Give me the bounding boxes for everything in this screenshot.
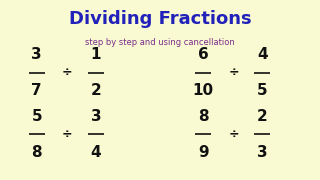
Text: 3: 3: [91, 109, 101, 124]
Text: 4: 4: [257, 47, 268, 62]
Text: step by step and using cancellation: step by step and using cancellation: [85, 38, 235, 47]
Text: 1: 1: [91, 47, 101, 62]
Text: 6: 6: [198, 47, 209, 62]
Text: 10: 10: [193, 83, 214, 98]
Text: 3: 3: [257, 145, 268, 160]
Text: ÷: ÷: [228, 128, 239, 141]
Text: 2: 2: [91, 83, 101, 98]
Text: 3: 3: [31, 47, 42, 62]
Text: 4: 4: [91, 145, 101, 160]
Text: Dividing Fractions: Dividing Fractions: [69, 10, 251, 28]
Text: 8: 8: [31, 145, 42, 160]
Text: 5: 5: [31, 109, 42, 124]
Text: 5: 5: [257, 83, 268, 98]
Text: ÷: ÷: [62, 128, 73, 141]
Text: 8: 8: [198, 109, 209, 124]
Text: 2: 2: [257, 109, 268, 124]
Text: 7: 7: [31, 83, 42, 98]
Text: ÷: ÷: [62, 66, 73, 79]
Text: 9: 9: [198, 145, 209, 160]
Text: ÷: ÷: [228, 66, 239, 79]
